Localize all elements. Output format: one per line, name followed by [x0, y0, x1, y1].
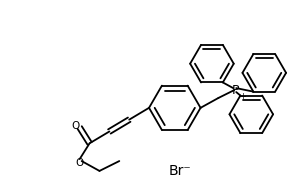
Text: Br⁻: Br⁻	[169, 164, 191, 178]
Text: P: P	[231, 84, 239, 96]
Text: O: O	[75, 158, 84, 168]
Text: O: O	[72, 121, 80, 131]
Text: +: +	[239, 91, 246, 101]
